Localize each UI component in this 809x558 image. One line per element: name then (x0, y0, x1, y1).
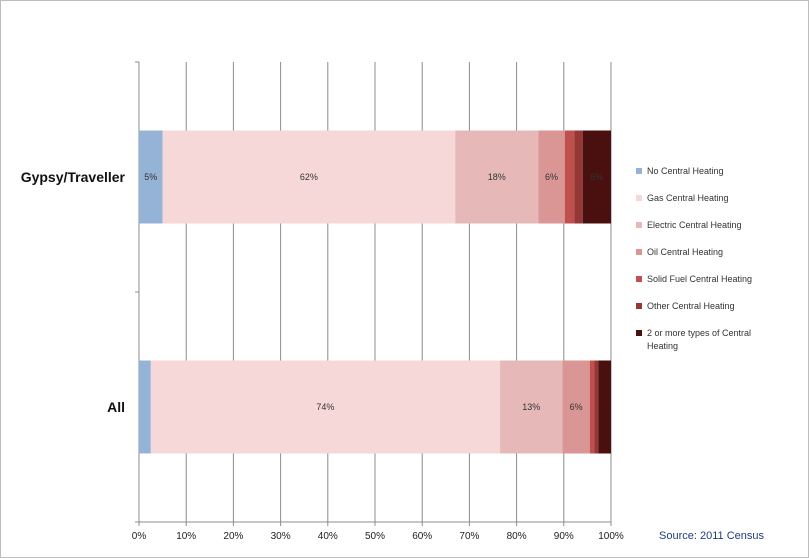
legend-label: Oil Central Heating (647, 247, 723, 257)
x-tick-label: 20% (223, 531, 243, 542)
legend-swatch (636, 303, 642, 309)
bar-segment (455, 130, 539, 224)
source-note: Source: 2011 Census (659, 530, 764, 542)
x-tick-label: 100% (598, 531, 624, 542)
data-label: 62% (300, 172, 318, 182)
x-tick-label: 30% (271, 531, 291, 542)
bar-segment (589, 360, 595, 454)
x-tick-label: 50% (365, 531, 385, 542)
legend-swatch (636, 168, 642, 174)
bar-segment (162, 130, 456, 224)
bar-segment (150, 360, 501, 454)
bar-segment (598, 360, 611, 454)
legend-swatch (636, 330, 642, 336)
bar-segment (574, 130, 583, 224)
x-tick-label: 10% (176, 531, 196, 542)
legend-label: No Central Heating (647, 166, 724, 176)
legend-swatch (636, 249, 642, 255)
bar-segment (538, 130, 565, 224)
legend-label: Electric Central Heating (647, 220, 742, 230)
x-tick-label: 0% (132, 531, 147, 542)
x-tick-label: 60% (412, 531, 432, 542)
data-label: 13% (522, 402, 540, 412)
legend-swatch (636, 222, 642, 228)
legend-label: 2 or more types of Central Heating (647, 328, 751, 351)
x-tick-label: 90% (554, 531, 574, 542)
bar-segment (582, 130, 611, 224)
bar-segment (562, 360, 590, 454)
bar-segment (139, 360, 151, 454)
data-label: 74% (316, 402, 334, 412)
data-label: 6% (570, 402, 583, 412)
bar-segment (594, 360, 599, 454)
bar-segment (564, 130, 575, 224)
legend-label: Solid Fuel Central Heating (647, 274, 752, 284)
category-label: All (107, 399, 125, 415)
bar-segment (500, 360, 563, 454)
data-label: 6% (590, 172, 603, 182)
legend-swatch (636, 276, 642, 282)
x-tick-label: 40% (318, 531, 338, 542)
data-label: 18% (488, 172, 506, 182)
legend-label: Gas Central Heating (647, 193, 729, 203)
data-label: 5% (144, 172, 157, 182)
legend-label: Other Central Heating (647, 301, 735, 311)
x-tick-label: 80% (507, 531, 527, 542)
bar-segment (139, 130, 163, 224)
data-label: 6% (545, 172, 558, 182)
category-label: Gypsy/Traveller (21, 169, 126, 185)
legend-swatch (636, 195, 642, 201)
x-tick-label: 70% (459, 531, 479, 542)
